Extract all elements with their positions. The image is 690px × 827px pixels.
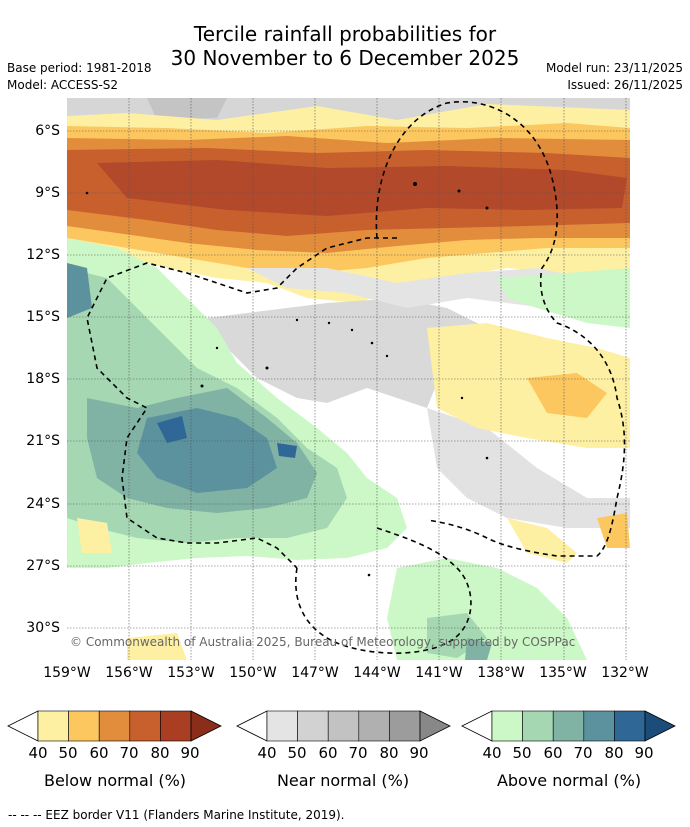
colorbar-swatch <box>327 710 360 742</box>
eez-footnote: -- -- -- EEZ border V11 (Flanders Marine… <box>8 808 345 822</box>
lat-label-9s: 9°S <box>35 185 60 201</box>
colorbar-swatch <box>68 710 100 742</box>
tick-near-40: 40 <box>257 744 277 762</box>
near-normal-central <box>167 298 487 408</box>
tick-below-90: 90 <box>180 744 200 762</box>
tick-below-50: 50 <box>58 744 78 762</box>
label-near-normal: Near normal (%) <box>276 771 410 790</box>
lon-label-141w: 141°W <box>415 665 463 681</box>
colorbar-left-extend <box>7 710 39 742</box>
colorbar-swatch <box>297 710 329 742</box>
below-normal-east-50 <box>527 373 607 418</box>
tick-above-50: 50 <box>512 744 532 762</box>
lon-label-156w: 156°W <box>105 665 153 681</box>
tick-below-60: 60 <box>89 744 109 762</box>
tick-below-80: 80 <box>150 744 170 762</box>
colorbar-swatch <box>552 710 585 742</box>
colorbar-swatch <box>358 710 390 742</box>
colorbar-swatch <box>98 710 131 742</box>
lon-label-153w: 153°W <box>167 665 215 681</box>
lon-label-159w: 159°W <box>43 665 91 681</box>
colorbar-swatch <box>583 710 615 742</box>
label-below-normal: Below normal (%) <box>43 771 187 790</box>
model-name: Model: ACCESS-S2 <box>7 78 119 92</box>
colorbar-below-normal <box>7 710 222 742</box>
lon-label-138w: 138°W <box>477 665 525 681</box>
tick-below-40: 40 <box>28 744 48 762</box>
above-normal-south-60 <box>465 638 492 660</box>
tick-near-70: 70 <box>348 744 368 762</box>
colorbar-right-extend <box>419 710 451 742</box>
lat-label-15s: 15°S <box>26 309 60 325</box>
model-run: Model run: 23/11/2025 <box>545 61 683 75</box>
rainfall-probability-map: © Commonwealth of Australia 2025, Bureau… <box>67 98 630 660</box>
colorbar-swatch <box>266 710 298 742</box>
copyright-text: © Commonwealth of Australia 2025, Bureau… <box>70 635 575 649</box>
below-normal-se <box>597 513 630 548</box>
tick-above-80: 80 <box>604 744 624 762</box>
colorbar-right-extend <box>190 710 222 742</box>
colorbar-ticks: 40 50 60 70 80 90 40 50 60 70 80 90 40 5… <box>0 744 690 764</box>
lat-label-24s: 24°S <box>26 496 60 512</box>
colorbar-swatch <box>160 710 192 742</box>
lat-label-30s: 30°S <box>26 620 60 636</box>
colorbar-swatch <box>614 710 646 742</box>
lat-label-27s: 27°S <box>26 558 60 574</box>
tick-near-80: 80 <box>379 744 399 762</box>
lat-label-12s: 12°S <box>26 247 60 263</box>
colorbar-swatch <box>37 710 69 742</box>
eez-border-cook <box>86 237 397 569</box>
colorbar-swatch <box>491 710 523 742</box>
lon-label-147w: 147°W <box>291 665 339 681</box>
base-period: Base period: 1981-2018 <box>7 61 152 75</box>
tick-above-70: 70 <box>573 744 593 762</box>
colorbar-left-extend <box>236 710 268 742</box>
eez-border-polynesia <box>375 101 626 557</box>
lat-label-21s: 21°S <box>26 433 60 449</box>
below-normal-sw <box>77 518 112 553</box>
colorbar-left-extend <box>461 710 493 742</box>
lon-label-135w: 135°W <box>539 665 587 681</box>
lon-label-144w: 144°W <box>353 665 401 681</box>
title-line-2: 30 November to 6 December 2025 <box>170 46 520 70</box>
colorbar-above-normal <box>461 710 676 742</box>
tick-above-60: 60 <box>543 744 563 762</box>
near-normal-east <box>427 408 630 528</box>
colorbar-right-extend <box>644 710 676 742</box>
map-title: Tercile rainfall probabilities for 30 No… <box>0 22 690 70</box>
lat-label-18s: 18°S <box>26 371 60 387</box>
lat-label-6s: 6°S <box>35 123 60 139</box>
lon-label-150w: 150°W <box>229 665 277 681</box>
colorbar-near-normal <box>236 710 451 742</box>
above-normal-ne <box>497 268 630 328</box>
colorbar-swatch <box>522 710 554 742</box>
lon-label-132w: 132°W <box>601 665 649 681</box>
near-normal-top-dark <box>147 98 227 120</box>
tick-above-90: 90 <box>634 744 654 762</box>
label-above-normal: Above normal (%) <box>496 771 642 790</box>
below-normal-sw2 <box>127 633 187 660</box>
gridlines <box>67 98 630 660</box>
above-normal-west-edge <box>67 263 92 318</box>
above-normal-80-b <box>277 443 297 458</box>
below-normal-south <box>507 518 577 563</box>
islands <box>85 182 489 577</box>
tick-near-60: 60 <box>318 744 338 762</box>
tick-near-50: 50 <box>287 744 307 762</box>
tick-above-40: 40 <box>482 744 502 762</box>
tick-below-70: 70 <box>119 744 139 762</box>
issued-date: Issued: 26/11/2025 <box>567 78 683 92</box>
above-normal-80-a <box>157 416 187 443</box>
title-line-1: Tercile rainfall probabilities for <box>193 22 497 46</box>
tick-near-90: 90 <box>409 744 429 762</box>
eez-borders <box>86 101 626 654</box>
below-normal-80 <box>97 160 627 216</box>
colorbar-swatch <box>129 710 161 742</box>
colorbars <box>7 710 676 742</box>
colorbar-swatch <box>389 710 421 742</box>
